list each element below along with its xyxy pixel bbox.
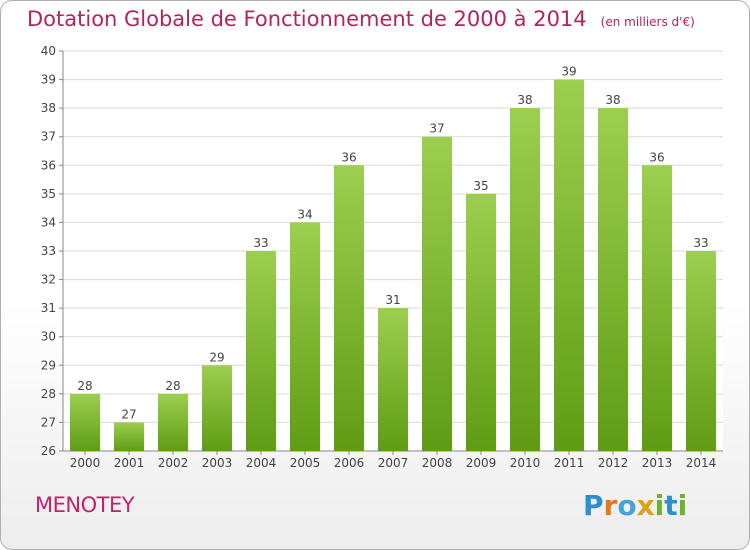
y-tick-label: 33 bbox=[41, 244, 56, 258]
bar-value-label: 29 bbox=[209, 350, 224, 364]
logo-letter: o bbox=[617, 489, 637, 522]
bar bbox=[70, 393, 100, 451]
y-tick-label: 36 bbox=[41, 158, 56, 172]
logo-letter: x bbox=[636, 489, 655, 522]
x-tick-label: 2006 bbox=[334, 456, 365, 470]
y-tick-label: 38 bbox=[41, 101, 56, 115]
x-tick-label: 2013 bbox=[642, 456, 673, 470]
bar-value-label: 36 bbox=[341, 150, 356, 164]
bar bbox=[334, 165, 364, 452]
bar bbox=[466, 193, 496, 451]
bar bbox=[422, 136, 452, 451]
bar bbox=[378, 308, 408, 451]
bar bbox=[554, 79, 584, 452]
bar-value-label: 27 bbox=[121, 407, 136, 421]
y-tick-label: 39 bbox=[41, 73, 56, 87]
x-tick-label: 2005 bbox=[290, 456, 321, 470]
x-tick-label: 2010 bbox=[510, 456, 541, 470]
logo-letter: r bbox=[603, 489, 618, 522]
y-tick-label: 26 bbox=[41, 444, 56, 458]
bar-value-label: 31 bbox=[385, 293, 400, 307]
bar bbox=[202, 365, 232, 451]
logo-letter: P bbox=[583, 489, 604, 522]
x-tick-label: 2003 bbox=[202, 456, 233, 470]
bar-value-label: 35 bbox=[473, 179, 488, 193]
logo-letter: i bbox=[654, 489, 665, 522]
bar-value-label: 28 bbox=[165, 379, 180, 393]
x-tick-label: 2008 bbox=[422, 456, 453, 470]
x-tick-label: 2002 bbox=[158, 456, 189, 470]
bar bbox=[510, 108, 540, 452]
bar-value-label: 33 bbox=[253, 236, 268, 250]
title-row: Dotation Globale de Fonctionnement de 20… bbox=[27, 7, 695, 31]
logo-letter: t bbox=[664, 489, 678, 522]
bar-value-label: 38 bbox=[517, 93, 532, 107]
bar-value-label: 28 bbox=[77, 379, 92, 393]
bar-value-label: 37 bbox=[429, 122, 444, 136]
y-tick-label: 31 bbox=[41, 301, 56, 315]
chart-title: Dotation Globale de Fonctionnement de 20… bbox=[27, 7, 587, 31]
x-tick-label: 2001 bbox=[114, 456, 145, 470]
bar-value-label: 33 bbox=[693, 236, 708, 250]
x-tick-label: 2004 bbox=[246, 456, 277, 470]
x-tick-label: 2000 bbox=[70, 456, 101, 470]
commune-name: MENOTEY bbox=[35, 493, 135, 517]
bar-value-label: 36 bbox=[649, 150, 664, 164]
logo-letter: i bbox=[677, 489, 688, 522]
y-tick-label: 34 bbox=[41, 215, 56, 229]
y-tick-label: 28 bbox=[41, 387, 56, 401]
bar-value-label: 39 bbox=[561, 65, 576, 79]
x-tick-label: 2011 bbox=[554, 456, 585, 470]
bar bbox=[642, 165, 672, 452]
y-tick-label: 37 bbox=[41, 130, 56, 144]
bar bbox=[598, 108, 628, 452]
x-tick-label: 2012 bbox=[598, 456, 629, 470]
x-tick-label: 2014 bbox=[686, 456, 717, 470]
bar bbox=[290, 222, 320, 451]
y-tick-label: 29 bbox=[41, 358, 56, 372]
bar-value-label: 34 bbox=[297, 207, 312, 221]
bar-value-label: 38 bbox=[605, 93, 620, 107]
bar bbox=[686, 251, 716, 451]
y-tick-label: 27 bbox=[41, 415, 56, 429]
proxiti-logo: Proxiti bbox=[583, 489, 687, 522]
x-tick-label: 2009 bbox=[466, 456, 497, 470]
y-tick-label: 32 bbox=[41, 273, 56, 287]
x-tick-label: 2007 bbox=[378, 456, 409, 470]
y-tick-label: 30 bbox=[41, 330, 56, 344]
y-tick-label: 35 bbox=[41, 187, 56, 201]
y-tick-label: 40 bbox=[41, 44, 56, 58]
bar bbox=[158, 393, 188, 451]
bar bbox=[114, 422, 144, 451]
bar bbox=[246, 251, 276, 451]
chart-unit: (en milliers d'€) bbox=[600, 15, 695, 29]
